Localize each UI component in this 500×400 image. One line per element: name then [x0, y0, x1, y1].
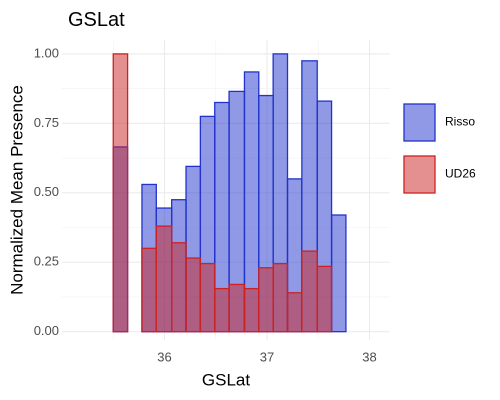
y-tick-label: 0.25 — [34, 254, 59, 269]
chart-title: GSLat — [68, 9, 125, 31]
x-tick-label: 36 — [157, 349, 171, 364]
y-tick-label: 0.00 — [34, 323, 59, 338]
bar — [155, 225, 173, 333]
y-tick-label: 1.00 — [34, 45, 59, 60]
bar — [286, 292, 303, 333]
bar — [185, 257, 202, 333]
y-tick-label: 0.75 — [34, 115, 59, 130]
legend-label: Risso — [445, 115, 475, 129]
x-tick-label: 38 — [362, 349, 376, 364]
y-tick-label: 0.50 — [34, 184, 59, 199]
bar — [272, 262, 289, 333]
legend-key — [403, 155, 436, 194]
bar — [141, 247, 157, 333]
x-axis-title: GSLat — [202, 370, 250, 389]
bar — [258, 267, 274, 333]
legend-key — [403, 103, 436, 142]
x-tick-label: 37 — [260, 349, 274, 364]
bar — [112, 53, 129, 333]
bar — [301, 250, 318, 333]
bar — [171, 242, 187, 333]
bar — [316, 265, 333, 333]
legend-label: UD26 — [445, 167, 476, 181]
bar — [214, 287, 230, 333]
y-axis-title: Normalized Mean Presence — [7, 85, 26, 295]
bar — [228, 283, 246, 333]
bar — [243, 287, 260, 333]
bar — [199, 262, 216, 333]
bar — [330, 214, 347, 333]
